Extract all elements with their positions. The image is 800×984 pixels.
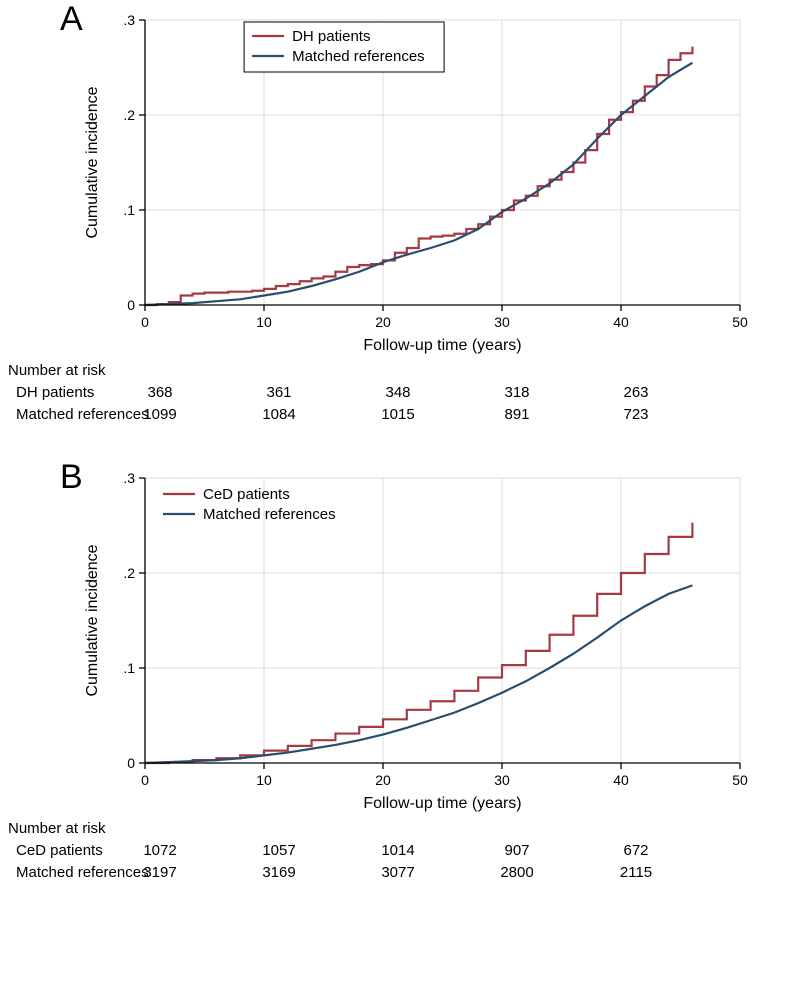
y-tick-label: .2 xyxy=(123,565,135,581)
x-tick-label: 50 xyxy=(732,314,748,330)
risk-cell: 2115 xyxy=(620,864,652,881)
risk-cell: 3169 xyxy=(262,864,295,881)
risk-cell: 1072 xyxy=(143,842,176,859)
x-tick-label: 40 xyxy=(613,314,629,330)
legend-label: Matched references xyxy=(292,48,425,65)
figure-root: A 0 10 20 30 40 50 0 .1 .2 .3 Follow-up time (years… xyxy=(0,0,800,886)
risk-cell: 1014 xyxy=(381,842,414,859)
risk-header-label: Number at risk xyxy=(0,820,183,837)
risk-cell: 263 xyxy=(623,384,648,401)
y-tick-label: 0 xyxy=(127,755,135,771)
risk-cell: 2800 xyxy=(500,864,533,881)
risk-cell: 891 xyxy=(504,406,529,423)
series-line xyxy=(145,523,692,763)
risk-table: Number at riskCeD patients10721057101490… xyxy=(0,820,800,886)
risk-cell: 1057 xyxy=(262,842,295,859)
risk-header-row: Number at risk xyxy=(0,820,800,842)
risk-cell: 1099 xyxy=(143,406,176,423)
legend-label: DH patients xyxy=(292,28,370,45)
risk-cell: 368 xyxy=(147,384,172,401)
chart-svg: 0 10 20 30 40 50 0 .1 .2 .3 Follow-up time (years)… xyxy=(0,458,800,818)
x-tick-label: 30 xyxy=(494,314,510,330)
risk-cell: 723 xyxy=(623,406,648,423)
x-tick-label: 20 xyxy=(375,314,391,330)
x-tick-label: 30 xyxy=(494,772,510,788)
series-line xyxy=(145,585,692,763)
risk-row: CeD patients107210571014907672 xyxy=(0,842,800,864)
x-tick-label: 40 xyxy=(613,772,629,788)
risk-cell: 3077 xyxy=(381,864,414,881)
risk-header-label: Number at risk xyxy=(0,362,183,379)
x-tick-label: 50 xyxy=(732,772,748,788)
risk-cell: 1015 xyxy=(381,406,414,423)
x-tick-label: 10 xyxy=(256,314,272,330)
y-tick-label: .2 xyxy=(123,107,135,123)
x-axis-label: Follow-up time (years) xyxy=(363,337,521,354)
x-axis-label: Follow-up time (years) xyxy=(363,795,521,812)
legend: CeD patients Matched references xyxy=(163,486,336,523)
risk-cell: 361 xyxy=(266,384,291,401)
y-tick-label: .1 xyxy=(123,202,135,218)
x-tick-label: 0 xyxy=(141,314,149,330)
series-line xyxy=(145,63,692,305)
legend-label: Matched references xyxy=(203,506,336,523)
x-tick-label: 10 xyxy=(256,772,272,788)
x-tick-label: 20 xyxy=(375,772,391,788)
risk-cell: 672 xyxy=(623,842,648,859)
legend-label: CeD patients xyxy=(203,486,290,503)
risk-row: Matched references109910841015891723 xyxy=(0,406,800,428)
risk-row: Matched references31973169307728002115 xyxy=(0,864,800,886)
panel-label: A xyxy=(60,0,83,39)
panel-B: B 0 10 20 30 40 50 0 .1 .2 .3 Follow-up time (years… xyxy=(0,458,800,886)
y-axis-label: Cumulative incidence xyxy=(84,544,101,696)
risk-table: Number at riskDH patients368361348318263… xyxy=(0,362,800,428)
risk-cell: 907 xyxy=(504,842,529,859)
y-tick-label: .3 xyxy=(123,470,135,486)
risk-header-row: Number at risk xyxy=(0,362,800,384)
risk-cell: 3197 xyxy=(143,864,176,881)
y-axis-label: Cumulative incidence xyxy=(84,86,101,238)
panel-A: A 0 10 20 30 40 50 0 .1 .2 .3 Follow-up time (years… xyxy=(0,0,800,428)
risk-cell: 1084 xyxy=(262,406,295,423)
series-line xyxy=(145,47,692,305)
risk-row: DH patients368361348318263 xyxy=(0,384,800,406)
panel-label: B xyxy=(60,458,83,497)
chart-svg: 0 10 20 30 40 50 0 .1 .2 .3 Follow-up time (years)… xyxy=(0,0,800,360)
x-tick-label: 0 xyxy=(141,772,149,788)
y-tick-label: .1 xyxy=(123,660,135,676)
y-tick-label: .3 xyxy=(123,12,135,28)
legend: DH patients Matched references xyxy=(244,22,444,72)
risk-cell: 348 xyxy=(385,384,410,401)
y-tick-label: 0 xyxy=(127,297,135,313)
risk-cell: 318 xyxy=(504,384,529,401)
